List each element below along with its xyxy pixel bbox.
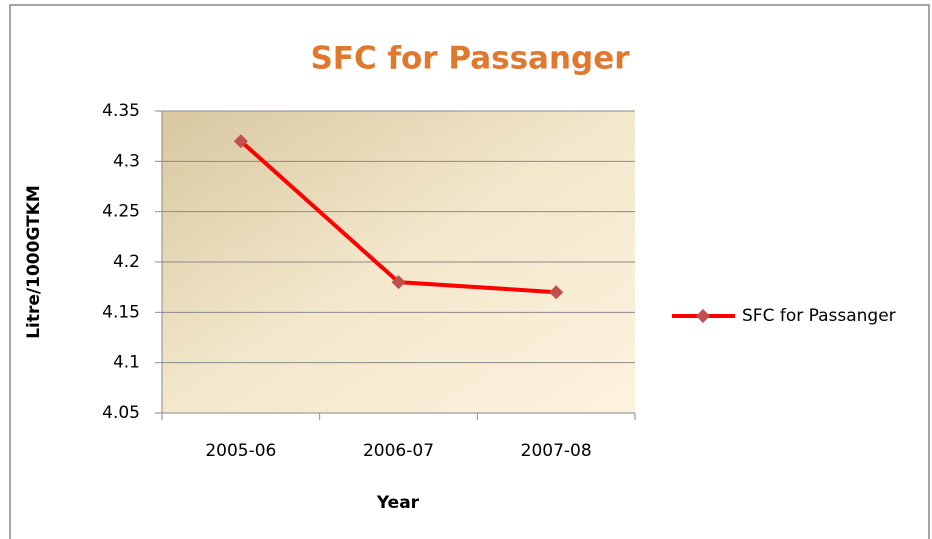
chart-title: SFC for Passanger [310,41,630,77]
data-marker [233,134,248,149]
y-tick-label: 4.2 [113,252,140,272]
data-marker [549,285,564,300]
x-tick-label: 2006-07 [363,441,434,461]
y-tick-label: 4.1 [113,353,140,373]
legend-label: SFC for Passanger [742,306,896,326]
y-tick-label: 4.05 [102,403,140,423]
x-tick-label: 2005-06 [205,441,276,461]
y-tick-label: 4.3 [113,151,140,171]
x-tick-label: 2007-08 [521,441,592,461]
data-marker [391,275,406,290]
y-tick-label: 4.15 [102,302,140,322]
legend-marker [696,309,710,323]
x-axis-label: Year [376,493,420,513]
y-tick-label: 4.35 [102,101,140,121]
y-axis-label: Litre/1000GTKM [24,185,44,339]
y-tick-label: 4.25 [102,202,140,222]
